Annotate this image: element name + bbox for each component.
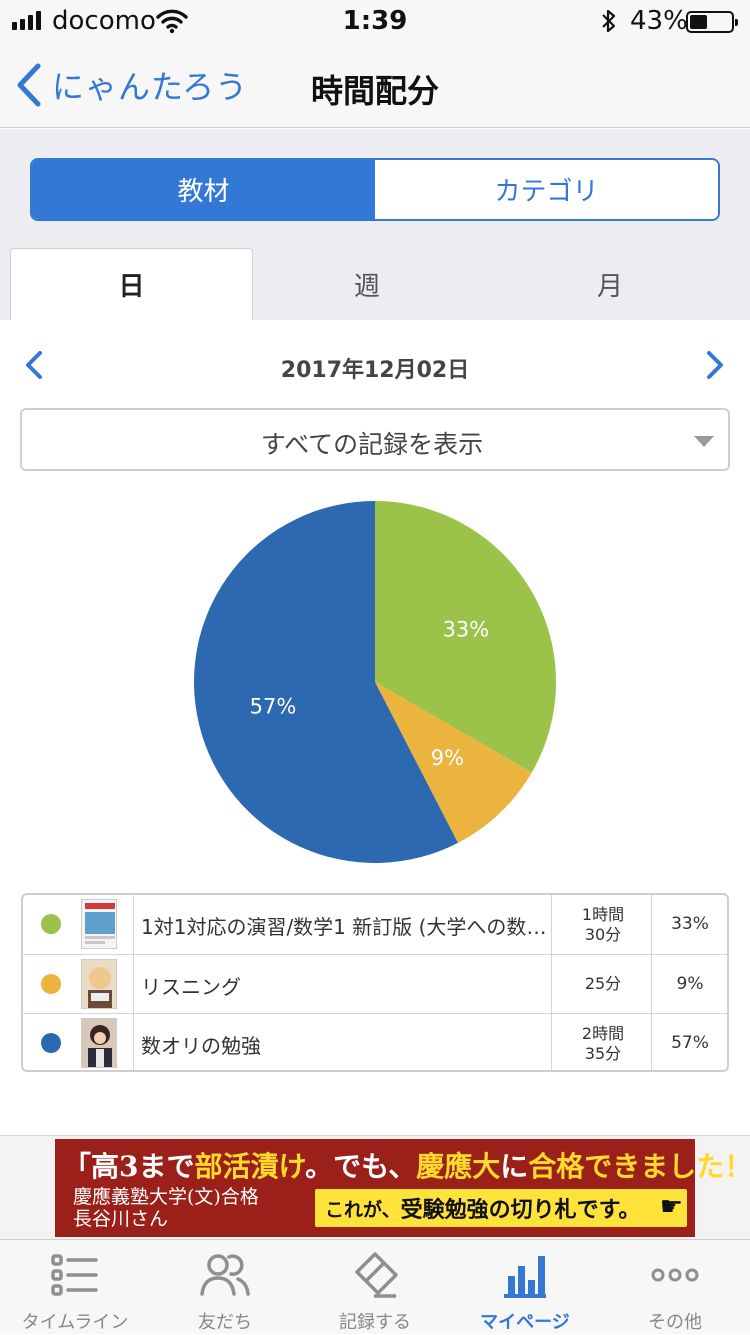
back-label: にゃんたろう — [52, 68, 249, 106]
tab-more[interactable]: その他 — [600, 1240, 750, 1335]
legend-duration: 25分 — [584, 974, 622, 993]
legend-name: 1対1対応の演習/数学1 新訂版 (大学への数学) — [141, 915, 551, 939]
ad-subline: 慶應義塾大学(文)合格 長谷川さん — [73, 1186, 259, 1230]
segmented-control: 教材 カテゴリ — [30, 158, 720, 221]
time-pie-chart: 33% 9% 57% — [194, 501, 556, 863]
legend-color-dot — [41, 1033, 61, 1053]
eraser-icon — [355, 1252, 398, 1298]
pie-slice-1 — [375, 682, 532, 843]
pie-slice-label-2: 57% — [250, 695, 297, 719]
segment-material[interactable]: 教材 — [32, 160, 375, 219]
legend-color-dot — [41, 914, 61, 934]
carrier-name: docomo — [52, 6, 156, 36]
ad-headline: 「高3まで部活漬け。でも、慶應大に合格できました！」 — [63, 1150, 750, 1183]
legend-row[interactable]: リスニング 25分 9% — [23, 954, 727, 1013]
tab-bar: タイムライン 友だち 記録する マイページ — [0, 1239, 750, 1334]
dropdown-arrow-icon — [694, 436, 714, 447]
legend-name: リスニング — [141, 975, 241, 999]
pie-slice-2 — [194, 501, 458, 863]
clock: 1:39 — [342, 6, 408, 36]
legend-row[interactable]: 1対1対応の演習/数学1 新訂版 (大学への数学) 1時間 30分 33% — [23, 895, 727, 954]
pie-slice-0 — [375, 501, 556, 773]
battery-icon — [686, 11, 738, 33]
legend-duration: 1時間 30分 — [581, 905, 625, 944]
list-icon — [51, 1254, 98, 1296]
period-tabs: 日 週 月 — [0, 248, 750, 320]
next-date-button[interactable] — [703, 350, 727, 380]
legend-percent: 57% — [671, 1033, 709, 1053]
wifi-icon — [156, 9, 188, 34]
tab-record[interactable]: 記録する — [300, 1240, 450, 1335]
character-thumbnail-icon — [81, 959, 117, 1009]
book-cover-icon — [81, 899, 117, 949]
pointing-hand-icon: ☛ — [659, 1192, 683, 1222]
pie-slice-label-0: 33% — [443, 618, 490, 642]
dropdown-label: すべての記録を表示 — [260, 430, 484, 459]
tab-day[interactable]: 日 — [10, 248, 253, 320]
legend-color-dot — [41, 974, 61, 994]
segment-category[interactable]: カテゴリ — [375, 160, 718, 219]
battery-percent: 43% — [630, 6, 688, 36]
friends-icon — [200, 1254, 250, 1296]
pie-slice-label-1: 9% — [431, 746, 464, 770]
current-date: 2017年12月02日 — [280, 358, 470, 383]
ad-banner-area: 「高3まで部活漬け。でも、慶應大に合格できました！」 慶應義塾大学(文)合格 長… — [0, 1135, 750, 1239]
page-title: 時間配分 — [310, 72, 439, 110]
legend-duration: 2時間 35分 — [581, 1024, 625, 1063]
tab-month[interactable]: 月 — [596, 271, 623, 302]
signal-icon — [12, 11, 41, 30]
tab-mypage[interactable]: マイページ — [450, 1240, 600, 1335]
legend-percent: 33% — [671, 914, 709, 934]
nav-bar: にゃんたろう 時間配分 — [0, 42, 750, 128]
tab-friends[interactable]: 友だち — [150, 1240, 300, 1335]
legend-percent: 9% — [676, 974, 704, 994]
chevron-left-icon — [17, 63, 41, 107]
prev-date-button[interactable] — [22, 350, 46, 380]
date-navigator: 2017年12月02日 — [0, 340, 750, 394]
tab-timeline[interactable]: タイムライン — [0, 1240, 150, 1335]
bluetooth-icon — [602, 9, 616, 33]
legend-row[interactable]: 数オリの勉強 2時間 35分 57% — [23, 1013, 727, 1070]
ad-banner[interactable]: 「高3まで部活漬け。でも、慶應大に合格できました！」 慶應義塾大学(文)合格 長… — [55, 1139, 750, 1237]
back-button[interactable]: にゃんたろう — [16, 60, 248, 110]
record-filter-dropdown[interactable]: すべての記録を表示 — [20, 408, 730, 471]
bar-chart-icon — [504, 1256, 546, 1298]
filter-area: 教材 カテゴリ 日 週 月 — [0, 129, 750, 320]
legend-name: 数オリの勉強 — [141, 1034, 261, 1058]
ad-slogan: これが、 受験勉強の切り札です。 — [315, 1189, 687, 1227]
legend-table: 1対1対応の演習/数学1 新訂版 (大学への数学) 1時間 30分 33% リス… — [21, 893, 729, 1072]
character-thumbnail-icon — [81, 1018, 117, 1068]
status-bar: docomo 1:39 43% — [0, 0, 750, 42]
more-icon — [651, 1268, 699, 1282]
tab-week[interactable]: 週 — [353, 271, 380, 302]
